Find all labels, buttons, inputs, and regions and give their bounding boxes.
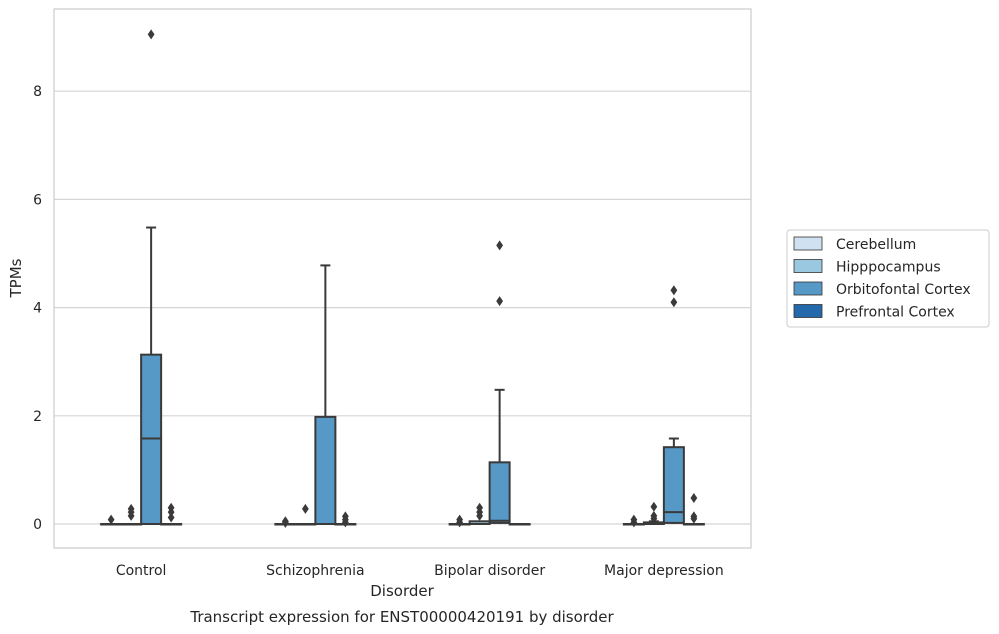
legend-swatch — [793, 304, 823, 318]
legend-label: Prefrontal Cortex — [836, 305, 955, 321]
y-tick-label: 4 — [33, 301, 42, 317]
outlier-point — [496, 240, 504, 251]
box-group — [662, 285, 685, 524]
outlier-point — [690, 493, 698, 504]
x-tick-label: Major depression — [604, 563, 724, 579]
outlier-point — [147, 29, 155, 40]
outlier-point — [167, 512, 175, 523]
box-group — [488, 240, 511, 524]
box — [662, 446, 685, 524]
x-axis-title: Disorder — [370, 582, 434, 600]
outlier-point — [341, 517, 349, 528]
box-group — [274, 516, 297, 528]
x-tick-label: Schizophrenia — [266, 563, 364, 579]
y-tick-label: 2 — [33, 409, 42, 425]
outlier-point — [127, 510, 135, 521]
box-group — [100, 514, 123, 526]
box-group — [314, 264, 337, 525]
outlier-point — [670, 285, 678, 296]
outlier-point — [301, 503, 309, 514]
outlier-point — [476, 510, 484, 521]
y-tick-label: 8 — [33, 84, 42, 100]
outlier-point — [670, 297, 678, 308]
legend-swatch — [793, 236, 823, 251]
legend-swatch — [793, 281, 823, 296]
box — [488, 461, 511, 524]
chart-caption: Transcript expression for ENST0000042019… — [189, 608, 614, 626]
legend-label: Orbitofontal Cortex — [836, 282, 971, 298]
box-group — [140, 29, 163, 525]
box-group — [160, 502, 183, 526]
plot-frame — [53, 8, 752, 549]
box-group — [468, 502, 491, 525]
legend-label: Hipppocampus — [836, 260, 941, 276]
y-tick-label: 6 — [33, 192, 42, 208]
y-tick-labels: 0 2 4 6 8 — [33, 84, 42, 533]
outlier-point — [630, 517, 638, 528]
y-tick-label: 0 — [33, 517, 42, 533]
box-group — [682, 493, 705, 526]
box-group — [448, 514, 471, 528]
x-tick-label: Control — [116, 563, 167, 579]
outlier-point — [650, 513, 658, 524]
outlier-point — [690, 513, 698, 524]
x-tick-labels: Control Schizophrenia Bipolar disorder Majo… — [116, 563, 724, 579]
box-group — [120, 503, 143, 526]
outlier-point — [496, 296, 504, 307]
box-group — [622, 514, 645, 528]
legend-frame — [786, 229, 990, 328]
box — [314, 415, 337, 525]
legend-label: Cerebellum — [836, 237, 916, 253]
outlier-point — [167, 507, 175, 518]
box-group — [508, 523, 531, 526]
box-group — [294, 503, 317, 526]
box-group — [334, 511, 357, 528]
x-tick-label: Bipolar disorder — [434, 563, 545, 579]
outlier-point — [107, 514, 115, 525]
y-axis-title: TPMs — [7, 258, 25, 298]
legend: Cerebellum Hipppocampus Orbitofontal Corte… — [786, 229, 990, 328]
box-groups — [100, 29, 705, 528]
box-group — [642, 501, 665, 526]
outlier-point — [650, 501, 658, 512]
legend-swatch — [793, 259, 823, 273]
outlier-point — [281, 517, 289, 528]
outlier-point — [456, 517, 464, 528]
